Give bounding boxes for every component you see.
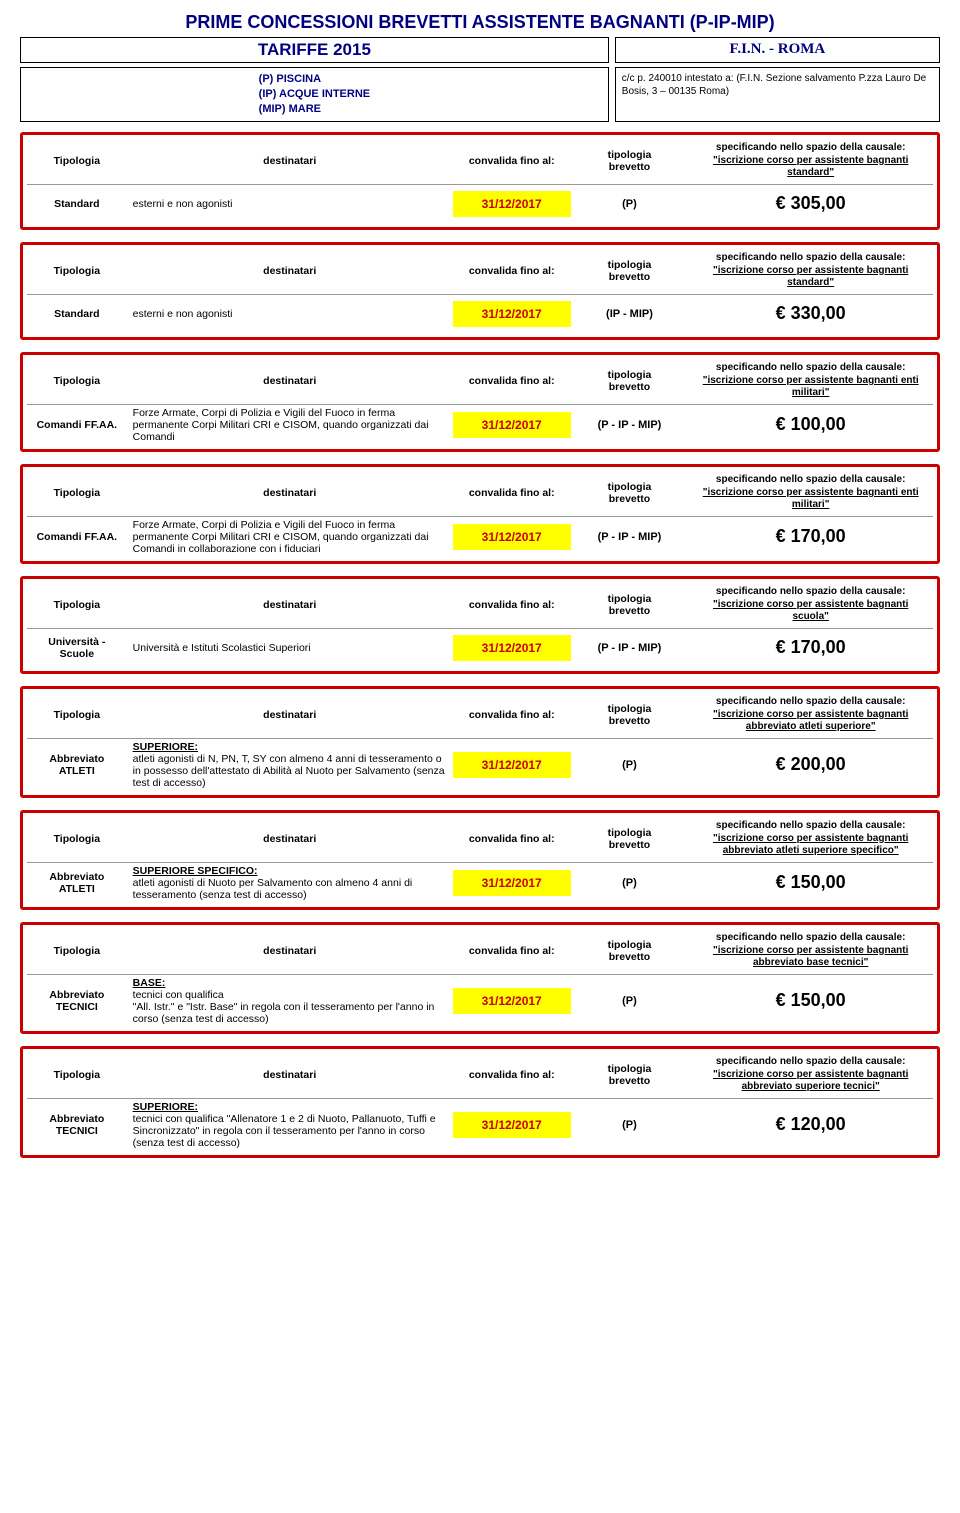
legend-box: (P) PISCINA (IP) ACQUE INTERNE (MIP) MAR… [20,67,609,122]
fin-box: F.I.N. - ROMA [615,37,940,63]
payment-box: c/c p. 240010 intestato a: (F.I.N. Sezio… [615,67,940,122]
tariff-block-5: Tipologia destinatari convalida fino al:… [20,576,940,674]
table-row: Standard esterni e non agonisti 31/12/20… [27,185,933,223]
table-row: Abbreviato TECNICI SUPERIORE:tecnici con… [27,1099,933,1151]
th-destinatari: destinatari [127,153,453,169]
tariff-block-7: Tipologia destinatari convalida fino al:… [20,810,940,910]
legend-p: (P) PISCINA [259,73,321,85]
table-header: Tipologia destinatari convalida fino al:… [27,471,933,517]
cell-tipologia: Standard [27,196,127,212]
legend-ip: (IP) ACQUE INTERNE [259,88,370,100]
table-row: Comandi FF.AA. Forze Armate, Corpi di Po… [27,405,933,445]
tariff-block-3: Tipologia destinatari convalida fino al:… [20,352,940,452]
table-header: Tipologia destinatari convalida fino al:… [27,817,933,863]
tariff-block-1: Tipologia destinatari convalida fino al:… [20,132,940,230]
table-header: Tipologia destinatari convalida fino al:… [27,1053,933,1099]
tariffe-box: TARIFFE 2015 [20,37,609,63]
table-row: Abbreviato ATLETI SUPERIORE SPECIFICO:at… [27,863,933,903]
table-row: Comandi FF.AA. Forze Armate, Corpi di Po… [27,517,933,557]
cell-destinatari: esterni e non agonisti [127,196,453,212]
table-header: Tipologia destinatari convalida fino al:… [27,359,933,405]
table-row: Abbreviato TECNICI BASE:tecnici con qual… [27,975,933,1027]
tariff-block-9: Tipologia destinatari convalida fino al:… [20,1046,940,1158]
page-title: PRIME CONCESSIONI BREVETTI ASSISTENTE BA… [20,12,940,33]
cell-price: € 305,00 [688,190,933,217]
subheader-row: (P) PISCINA (IP) ACQUE INTERNE (MIP) MAR… [20,67,940,122]
legend-mip: (MIP) MARE [259,103,321,115]
tariff-block-4: Tipologia destinatari convalida fino al:… [20,464,940,564]
table-header: Tipologia destinatari convalida fino al:… [27,249,933,295]
cell-date: 31/12/2017 [453,191,571,217]
table-header: Tipologia destinatari convalida fino al:… [27,929,933,975]
th-convalida: convalida fino al: [453,153,571,169]
th-brevetto: tipologiabrevetto [571,147,689,175]
tariff-block-8: Tipologia destinatari convalida fino al:… [20,922,940,1034]
table-row: Abbreviato ATLETI SUPERIORE:atleti agoni… [27,739,933,791]
tariff-block-6: Tipologia destinatari convalida fino al:… [20,686,940,798]
th-tipologia: Tipologia [27,153,127,169]
table-header: Tipologia destinatari convalida fino al:… [27,693,933,739]
table-row: Università - Scuole Università e Istitut… [27,629,933,667]
table-header: Tipologia destinatari convalida fino al:… [27,583,933,629]
tariff-block-2: Tipologia destinatari convalida fino al:… [20,242,940,340]
table-header: Tipologia destinatari convalida fino al:… [27,139,933,185]
th-causale: specificando nello spazio della causale:… [688,140,933,182]
header-row: TARIFFE 2015 F.I.N. - ROMA [20,37,940,63]
cell-brevetto: (P) [571,196,689,212]
table-row: Standard esterni e non agonisti 31/12/20… [27,295,933,333]
